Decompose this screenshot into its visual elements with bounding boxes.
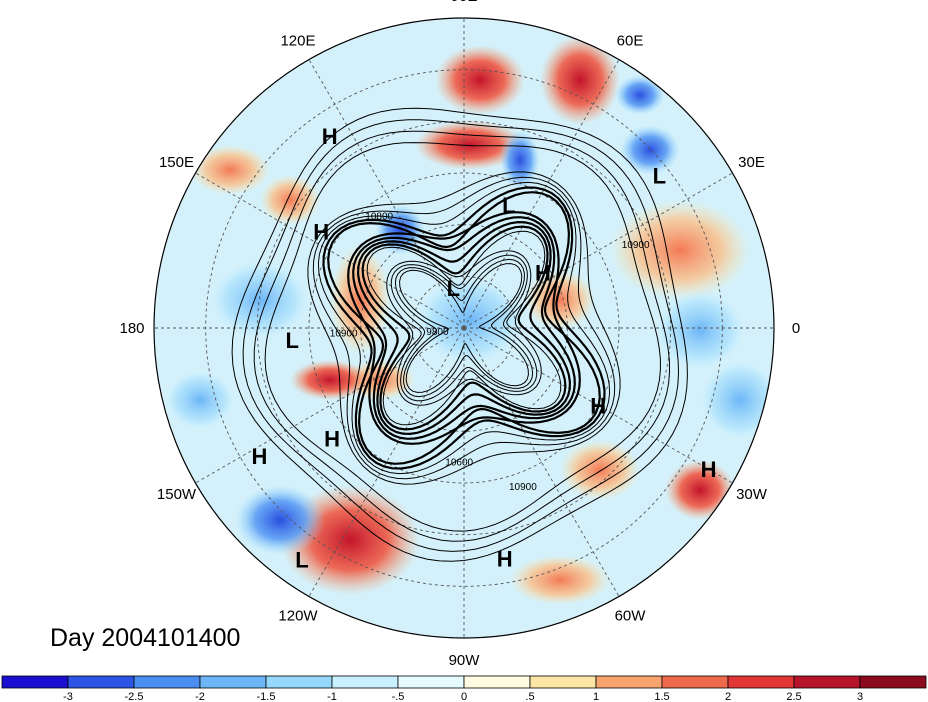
contour-value-label: 10900 xyxy=(622,240,650,251)
height-contour xyxy=(312,176,616,480)
colorbar-tick-label: 3 xyxy=(857,691,863,702)
meridian-line xyxy=(463,172,733,329)
height-contour xyxy=(231,107,688,562)
high-pressure-label: H xyxy=(535,261,551,286)
colorbar-tick-label: -2 xyxy=(195,691,205,702)
colorbar-swatch xyxy=(595,675,663,689)
colorbar-tick-label: -1.5 xyxy=(257,691,276,702)
longitude-label: 30E xyxy=(738,154,765,171)
colorbar: -3 -2.5 -2 -1.5 -1 -.5 0 .5 1 1.5 2 2.5 3 xyxy=(1,675,927,702)
meridian-line xyxy=(195,327,465,484)
height-contour xyxy=(264,142,661,532)
latitude-circle xyxy=(308,172,620,484)
colorbar-tick-label: .5 xyxy=(525,691,534,702)
height-contour xyxy=(361,225,567,431)
low-pressure-label: L xyxy=(653,163,666,188)
meridian-line xyxy=(308,327,465,597)
colorbar-swatch xyxy=(463,675,531,689)
colorbar-tick-label: 2.5 xyxy=(786,691,801,702)
colorbar-swatch xyxy=(331,675,399,689)
height-contour xyxy=(390,254,538,402)
contour-value-label: 10900 xyxy=(509,482,537,493)
colorbar-swatch xyxy=(661,675,729,689)
graticule xyxy=(154,18,774,638)
day-title: Day 2004101400 xyxy=(50,624,240,652)
colorbar-swatch xyxy=(529,675,597,689)
height-contour xyxy=(399,263,529,393)
meridian-line xyxy=(308,59,465,329)
latitude-circle xyxy=(411,275,517,381)
low-pressure-label: L xyxy=(295,547,308,572)
longitude-label: 150W xyxy=(157,486,197,503)
colorbar-tick-label: -3 xyxy=(63,691,73,702)
height-contour xyxy=(322,186,606,470)
high-pressure-label: H xyxy=(313,220,329,245)
colorbar-swatch xyxy=(67,675,135,689)
meridian-line xyxy=(463,327,733,484)
meridian-line xyxy=(463,327,620,597)
longitude-label: 0 xyxy=(792,320,800,337)
high-pressure-label: H xyxy=(701,457,717,482)
colorbar-tick-label: -.5 xyxy=(392,691,405,702)
colorbar-swatch xyxy=(199,675,267,689)
high-pressure-label: H xyxy=(590,394,606,419)
high-pressure-label: H xyxy=(322,124,338,149)
height-contour xyxy=(347,211,581,445)
height-contour xyxy=(394,258,534,398)
height-contour xyxy=(242,119,680,552)
high-pressure-label: H xyxy=(324,427,340,452)
anomaly-shading xyxy=(154,18,774,638)
longitude-label: 90W xyxy=(449,652,481,669)
height-contour xyxy=(307,171,621,485)
height-contour xyxy=(253,130,671,542)
longitude-label: 90E xyxy=(451,0,478,5)
colorbar-swatch xyxy=(727,675,795,689)
height-contour xyxy=(352,216,576,440)
pressure-center-labels: H H L L L H L H H H H L H xyxy=(252,124,717,572)
meridian-line xyxy=(195,172,465,329)
longitude-label: 60E xyxy=(617,33,644,50)
longitude-label: 30W xyxy=(736,486,768,503)
contour-value-label: 9800 xyxy=(426,327,449,338)
longitude-label: 120W xyxy=(278,608,318,625)
colorbar-tick-label: 1 xyxy=(593,691,599,702)
low-pressure-label: L xyxy=(502,193,515,218)
colorbar-swatch xyxy=(859,675,927,689)
high-pressure-label: H xyxy=(252,444,268,469)
contour-labels: 10800 10900 9800 10600 10900 10900 xyxy=(330,211,650,492)
height-contour xyxy=(386,250,542,406)
colorbar-swatch xyxy=(793,675,861,689)
colorbar-swatch xyxy=(1,675,69,689)
contour-value-label: 10900 xyxy=(330,328,358,339)
longitude-label: 150E xyxy=(159,154,194,171)
height-contour xyxy=(317,181,611,475)
height-contours xyxy=(231,107,688,562)
colorbar-swatch xyxy=(265,675,333,689)
low-pressure-label: L xyxy=(447,276,460,301)
contour-value-label: 10800 xyxy=(365,211,393,222)
colorbar-swatch xyxy=(397,675,465,689)
colorbar-tick-label: -2.5 xyxy=(125,691,144,702)
contour-value-label: 10600 xyxy=(445,458,473,469)
high-pressure-label: H xyxy=(497,547,513,572)
height-contour xyxy=(356,220,572,436)
longitude-label: 120E xyxy=(280,33,315,50)
colorbar-swatch xyxy=(133,675,201,689)
longitude-label: 180 xyxy=(119,320,144,337)
map-boundary xyxy=(153,17,775,639)
colorbar-tick-label: 0 xyxy=(461,691,467,702)
longitude-label: 60W xyxy=(615,608,647,625)
height-contour xyxy=(366,230,562,426)
height-contour xyxy=(327,191,601,465)
colorbar-tick-label: -1 xyxy=(327,691,337,702)
colorbar-tick-label: 2 xyxy=(725,691,731,702)
low-pressure-label: L xyxy=(285,328,298,353)
colorbar-tick-label: 1.5 xyxy=(654,691,669,702)
longitude-labels: 90E 60E 30E 0 30W 60W 90W 120W 150W 180 150E 120E xyxy=(119,0,800,669)
meridian-line xyxy=(463,59,620,329)
